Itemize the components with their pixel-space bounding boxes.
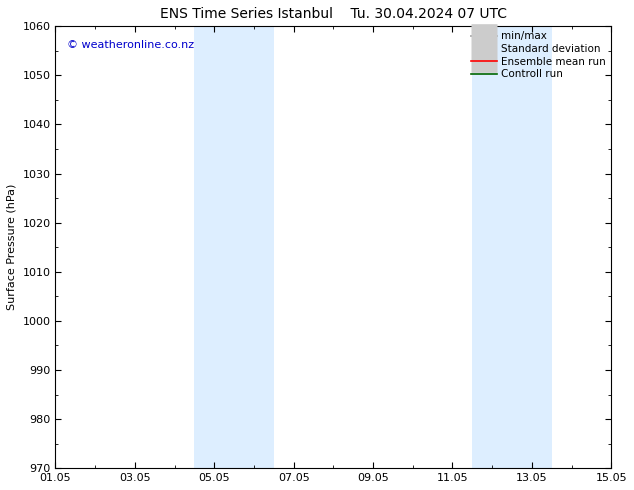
Y-axis label: Surface Pressure (hPa): Surface Pressure (hPa) (7, 184, 17, 311)
Text: © weatheronline.co.nz: © weatheronline.co.nz (67, 40, 194, 49)
Legend: min/max, Standard deviation, Ensemble mean run, Controll run: min/max, Standard deviation, Ensemble me… (469, 29, 608, 81)
Bar (195, 26, 274, 468)
Bar (472, 26, 552, 468)
Title: ENS Time Series Istanbul    Tu. 30.04.2024 07 UTC: ENS Time Series Istanbul Tu. 30.04.2024 … (160, 7, 507, 21)
